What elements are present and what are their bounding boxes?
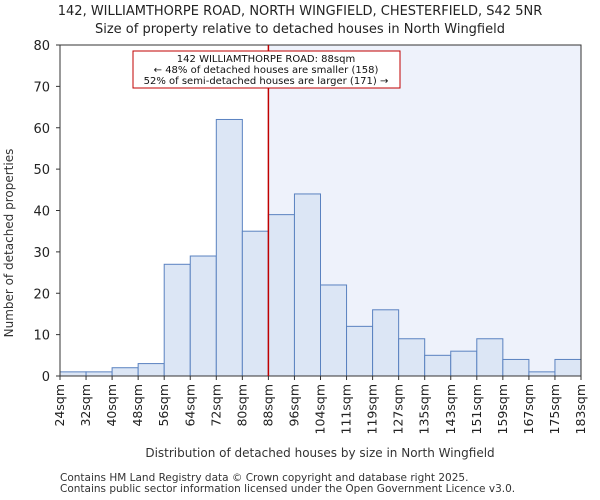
bar-72sqm	[215, 118, 243, 377]
y-tick-label: 40	[33, 205, 50, 220]
x-tick-label: 80sqm	[234, 384, 249, 427]
x-tick-label: 56sqm	[156, 384, 171, 427]
y-tick-label: 50	[33, 163, 50, 178]
x-tick-label: 48sqm	[130, 384, 145, 427]
x-tick-label: 119sqm	[365, 384, 380, 434]
y-tick-label: 60	[33, 122, 50, 137]
bar-32sqm	[85, 371, 113, 377]
y-tick-label: 70	[33, 80, 50, 95]
annotation-line-3: 52% of semi-detached houses are larger (…	[144, 76, 389, 87]
footer-line2: Contains public sector information licen…	[60, 483, 516, 495]
bar-56sqm	[163, 263, 191, 377]
x-tick-label: 72sqm	[208, 384, 223, 427]
bar-88sqm	[267, 214, 295, 377]
x-tick-label: 104sqm	[313, 384, 328, 434]
footer-line1: Contains HM Land Registry data © Crown c…	[60, 472, 469, 484]
x-tick-label: 127sqm	[391, 384, 406, 434]
bar-40sqm	[111, 367, 139, 377]
x-tick-label: 24sqm	[52, 384, 67, 427]
bar-64sqm	[189, 255, 217, 377]
bar-80sqm	[241, 230, 269, 377]
x-tick-label: 88sqm	[260, 384, 275, 427]
x-tick-label: 96sqm	[286, 384, 301, 427]
x-tick-label: 183sqm	[573, 384, 588, 434]
x-tick-label: 151sqm	[469, 384, 484, 434]
y-tick-label: 80	[33, 39, 50, 54]
x-tick-label: 167sqm	[521, 384, 536, 434]
x-tick-label: 111sqm	[339, 384, 354, 434]
y-tick-label: 20	[33, 287, 50, 302]
annotation-line-1: 142 WILLIAMTHORPE ROAD: 88sqm	[177, 54, 355, 65]
bar-151sqm	[476, 338, 504, 377]
bar-24sqm	[59, 371, 87, 377]
y-tick-label: 10	[33, 329, 50, 344]
bar-135sqm	[424, 354, 452, 377]
y-ticks-group: 0 10 20 30 40 50 60 70 80	[33, 39, 60, 385]
histogram-chart: 0 10 20 30 40 50 60 70 80 24sqm 32sqm 40sqm 48sqm 56…	[2, 39, 588, 460]
annotation-line-2: ← 48% of detached houses are smaller (15…	[154, 65, 379, 76]
x-tick-label: 159sqm	[495, 384, 510, 434]
footer-attribution: Contains HM Land Registry data © Crown c…	[60, 473, 515, 495]
x-tick-label: 40sqm	[104, 384, 119, 427]
chart-title-line1: 142, WILLIAMTHORPE ROAD, NORTH WINGFIELD…	[57, 4, 543, 19]
annotation-box: 142 WILLIAMTHORPE ROAD: 88sqm← 48% of de…	[132, 50, 401, 89]
annotation-border	[132, 50, 401, 89]
x-tick-label: 32sqm	[78, 384, 93, 427]
x-tick-label: 64sqm	[182, 384, 197, 427]
x-tick-label: 175sqm	[547, 384, 562, 434]
bar-167sqm	[528, 371, 556, 377]
bar-48sqm	[137, 363, 165, 377]
x-ticks-group: 24sqm 32sqm 40sqm 48sqm 56sqm 64sqm 72sqm 80sqm…	[52, 376, 588, 434]
bar-159sqm	[502, 358, 530, 377]
y-axis-label: Number of detached properties	[2, 149, 16, 338]
bar-111sqm	[346, 325, 374, 377]
x-tick-label: 143sqm	[443, 384, 458, 434]
chart-title: 142, WILLIAMTHORPE ROAD, NORTH WINGFIELD…	[0, 3, 600, 39]
x-axis-label: Distribution of detached houses by size …	[145, 446, 494, 460]
y-tick-label: 0	[42, 370, 50, 385]
bar-127sqm	[398, 338, 426, 377]
bar-119sqm	[372, 309, 400, 377]
bar-104sqm	[320, 284, 348, 377]
bar-96sqm	[293, 193, 322, 377]
bar-143sqm	[450, 350, 478, 377]
chart-title-line2: Size of property relative to detached ho…	[94, 22, 505, 37]
x-tick-label: 135sqm	[417, 384, 432, 434]
y-tick-label: 30	[33, 246, 50, 261]
bar-175sqm	[554, 358, 582, 377]
